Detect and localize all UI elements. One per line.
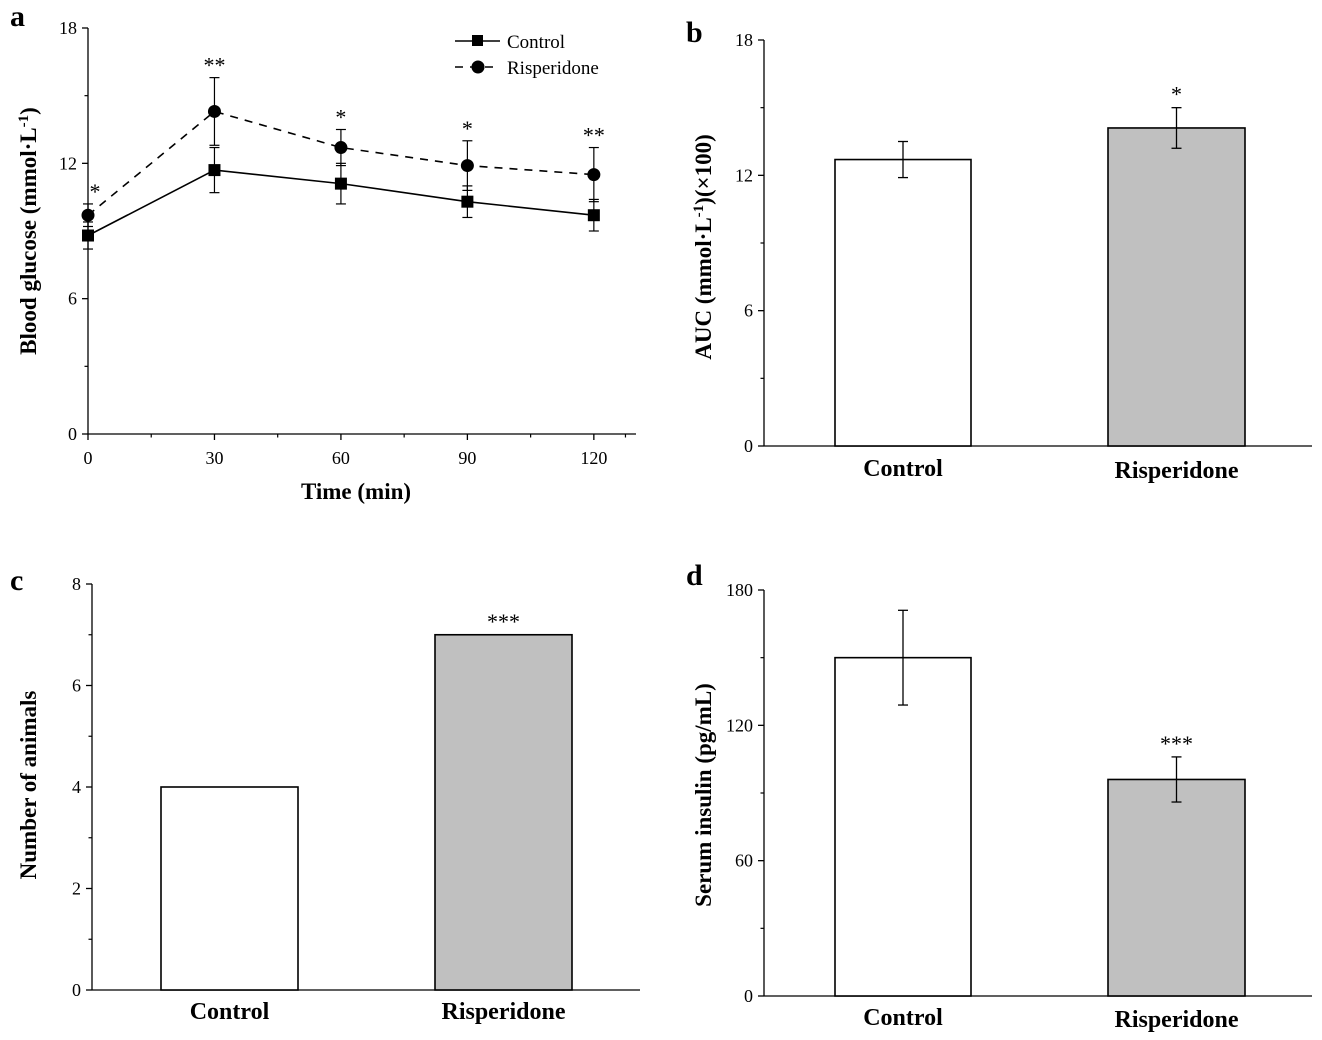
significance-marker: * xyxy=(90,179,101,204)
panel-a-x-tick-label: 90 xyxy=(458,448,476,468)
legend-label-risperidone: Risperidone xyxy=(507,58,599,79)
panel-a-x-tick-label: 30 xyxy=(205,448,223,468)
panel-d-y-tick-label: 120 xyxy=(726,715,753,735)
panel-c-y-tick-label: 8 xyxy=(72,574,81,594)
panel-d-y-tick-label: 180 xyxy=(726,580,753,600)
panel-d-y-tick-label: 0 xyxy=(744,986,753,1006)
data-point-control xyxy=(461,195,474,208)
panel-c-y-tick-label: 2 xyxy=(72,879,81,899)
panel-b-y-tick-label: 12 xyxy=(735,165,753,185)
panel-c: c Number of animals 0 2 4 6 8 Control Risperid… xyxy=(10,564,640,1025)
data-point-risperidone xyxy=(207,104,221,118)
data-point-risperidone xyxy=(81,208,95,222)
legend-marker-control xyxy=(472,35,483,46)
panel-c-bar-control xyxy=(160,786,299,991)
panel-a: a Blood glucose (mmol·L-1) Time (min) Co… xyxy=(10,0,636,504)
panel-d-y-tick-label: 60 xyxy=(735,851,753,871)
panel-c-y-tick-label: 6 xyxy=(72,676,81,696)
panel-b-y-tick-label: 0 xyxy=(744,436,753,456)
panel-c-y-label: Number of animals xyxy=(16,691,41,880)
panel-d-significance-marker: *** xyxy=(1160,731,1193,756)
panel-d-category-label: Risperidone xyxy=(1114,1007,1238,1033)
panel-d-category-label: Control xyxy=(863,1005,943,1031)
legend-label-control: Control xyxy=(507,32,565,53)
data-point-risperidone xyxy=(460,159,474,173)
significance-marker: ** xyxy=(203,53,225,78)
panel-b-bar-control xyxy=(834,158,972,447)
panel-a-x-tick-label: 120 xyxy=(580,448,607,468)
panel-c-significance-marker: *** xyxy=(487,609,520,634)
panel-a-y-tick-label: 18 xyxy=(59,18,77,38)
panel-c-letter: c xyxy=(10,564,23,597)
data-point-control xyxy=(587,209,600,222)
panel-b-y-label: AUC (mmol·L-1)(×100) xyxy=(691,134,716,360)
panel-a-y-tick-label: 0 xyxy=(68,424,77,444)
panel-b-significance-marker: * xyxy=(1171,82,1182,107)
data-point-control xyxy=(208,164,221,177)
panel-d-letter: d xyxy=(686,559,703,592)
panel-d-bar-control xyxy=(834,656,972,997)
series-line-risperidone xyxy=(87,110,594,216)
panel-b-y-tick-label: 6 xyxy=(744,301,753,321)
panel-b-category-label: Control xyxy=(863,456,943,482)
data-point-control xyxy=(82,229,94,242)
panel-c-bar-risperidone xyxy=(434,633,573,991)
panel-a-letter: a xyxy=(10,0,25,33)
panel-a-x-tick-label: 0 xyxy=(84,448,93,468)
significance-marker: ** xyxy=(583,123,605,148)
legend-marker-risperidone xyxy=(471,60,485,74)
panel-b-bar-risperidone xyxy=(1107,127,1246,447)
panel-a-y-label: Blood glucose (mmol·L-1) xyxy=(16,107,41,355)
legend: Control Risperidone xyxy=(455,32,599,79)
data-point-control xyxy=(334,177,347,190)
significance-marker: * xyxy=(462,116,473,141)
significance-marker: * xyxy=(335,105,346,130)
panel-b-y-tick-label: 18 xyxy=(735,30,753,50)
panel-d-bar-risperidone xyxy=(1107,778,1246,997)
data-point-risperidone xyxy=(334,141,348,155)
panel-b-category-label: Risperidone xyxy=(1114,458,1238,484)
panel-b-letter: b xyxy=(686,16,703,49)
panel-c-category-label: Risperidone xyxy=(441,999,565,1025)
panel-c-y-tick-label: 0 xyxy=(72,980,81,1000)
panel-a-y-tick-label: 6 xyxy=(68,289,77,309)
panel-a-x-label: Time (min) xyxy=(301,479,411,504)
panel-d-y-label: Serum insulin (pg/mL) xyxy=(691,683,716,907)
panel-a-y-tick-label: 12 xyxy=(59,153,77,173)
panel-c-category-label: Control xyxy=(190,999,270,1025)
panel-d: d Serum insulin (pg/mL) 0 60 120 180 Control… xyxy=(686,559,1312,1033)
data-point-risperidone xyxy=(587,168,601,182)
panel-a-x-tick-label: 60 xyxy=(332,448,350,468)
panel-c-y-tick-label: 4 xyxy=(72,777,81,797)
panel-b: b AUC (mmol·L-1)(×100) 0 6 12 18 Control Risp… xyxy=(686,16,1312,484)
